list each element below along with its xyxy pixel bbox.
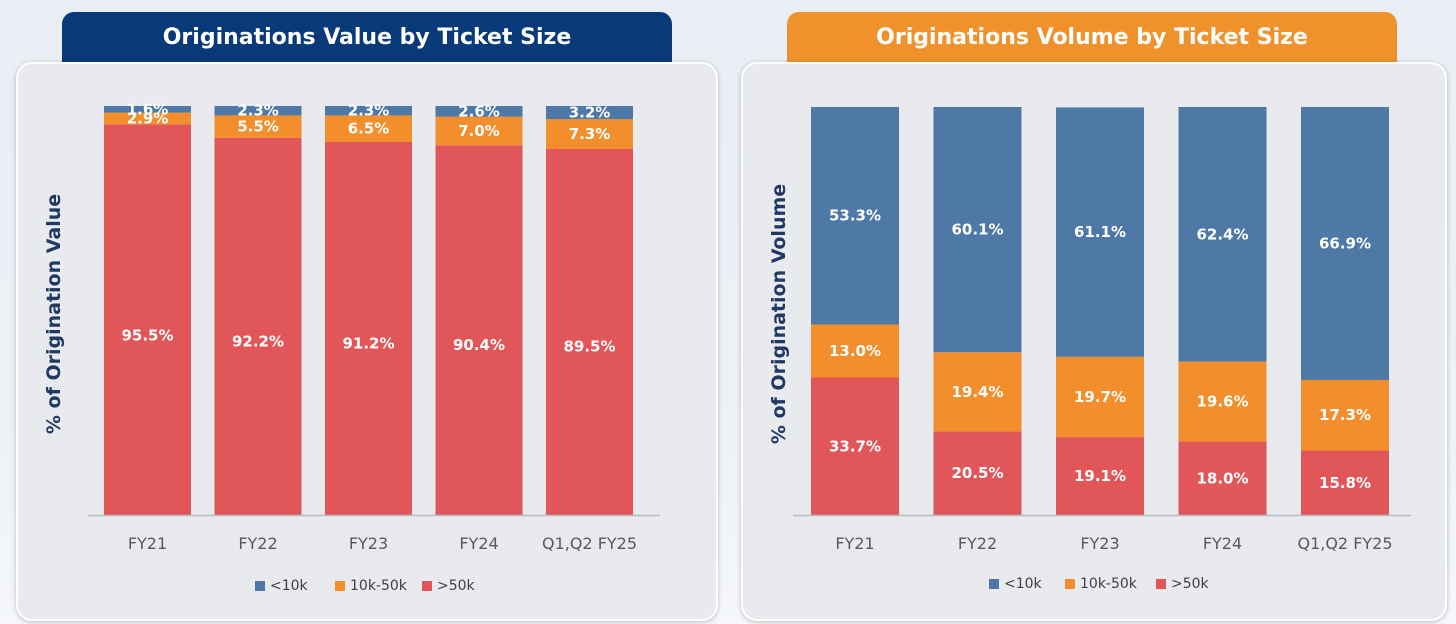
volume-data-label: 17.3%: [1319, 406, 1371, 424]
value-legend-swatch: [335, 581, 345, 591]
volume-legend-swatch: [989, 579, 999, 589]
volume-data-label: 19.4%: [951, 383, 1003, 401]
value-bar-10k-2: [325, 106, 412, 116]
value-chart-panel: 95.5% 2.9% 1.6% FY21 92.2% 5.5% 2.3% FY22 91.2% 6…: [16, 62, 718, 621]
volume-data-label: 19.1%: [1074, 467, 1126, 485]
value-data-label: 95.5%: [121, 326, 173, 344]
volume-x-tick-label: FY23: [1080, 534, 1119, 553]
value-bar-10k50k-2: [325, 115, 412, 142]
value-bar-50k-3: [435, 145, 523, 515]
value-chart-header: Originations Value by Ticket Size: [62, 12, 672, 62]
volume-bar-10k-4: [1301, 107, 1389, 380]
value-bar-50k-2: [325, 141, 412, 515]
value-bar-10k50k-1: [214, 115, 302, 138]
value-bar-10k50k-0: [104, 112, 191, 125]
volume-x-tick-label: FY22: [958, 534, 997, 553]
value-legend-swatch: [422, 581, 432, 591]
volume-legend-swatch: [1065, 579, 1075, 589]
volume-bar-10k50k-4: [1301, 379, 1389, 451]
value-bar-10k50k-3: [435, 116, 523, 146]
value-chart: 95.5%2.9%1.6%FY2192.2%5.5%2.3%FY2291.2%6…: [43, 100, 660, 594]
value-x-tick-label: FY24: [459, 534, 498, 553]
value-data-label: 7.0%: [458, 122, 500, 140]
value-bar-50k-0: [104, 124, 191, 515]
value-data-label: 2.6%: [458, 102, 500, 120]
volume-legend-swatch: [1156, 579, 1166, 589]
volume-bar-50k-0: [811, 377, 899, 515]
volume-data-label: 62.4%: [1196, 225, 1248, 243]
value-data-label: 3.2%: [569, 104, 611, 122]
volume-data-label: 66.9%: [1319, 234, 1371, 252]
value-data-label: 1.6%: [127, 100, 169, 118]
volume-x-tick-label: FY21: [835, 534, 874, 553]
volume-x-tick-label: FY24: [1203, 534, 1242, 553]
volume-data-label: 18.0%: [1196, 469, 1248, 487]
volume-chart-title: Originations Volume by Ticket Size: [876, 24, 1308, 50]
value-y-axis-label: % of Origination Value: [43, 194, 65, 434]
volume-y-axis-label: % of Origination Volume: [768, 184, 790, 444]
volume-legend-label: >50k: [1171, 576, 1210, 592]
value-data-label: 2.9%: [127, 109, 169, 127]
volume-bar-50k-4: [1301, 450, 1389, 515]
volume-data-label: 33.7%: [829, 437, 881, 455]
value-legend-swatch: [255, 581, 265, 591]
volume-chart-panel: 33.7% 13.0% 53.3% FY21 20.5% 19.4% 60.1% FY22 19…: [741, 62, 1447, 621]
volume-legend-label: 10k-50k: [1080, 576, 1138, 592]
volume-data-label: 53.3%: [829, 207, 881, 225]
value-x-tick-label: FY21: [128, 534, 167, 553]
volume-bar-10k-2: [1056, 107, 1144, 357]
volume-data-label: 60.1%: [951, 221, 1003, 239]
volume-bar-50k-3: [1178, 441, 1267, 515]
value-legend-label: >50k: [437, 578, 476, 594]
value-bar-10k50k-4: [546, 119, 633, 149]
volume-data-label: 20.5%: [951, 464, 1003, 482]
value-bar-50k-4: [546, 148, 633, 515]
volume-chart-header: Originations Volume by Ticket Size: [787, 12, 1397, 62]
value-bar-10k-1: [214, 106, 302, 116]
value-chart-title: Originations Value by Ticket Size: [162, 24, 572, 50]
value-data-label: 2.3%: [348, 102, 390, 120]
value-data-label: 89.5%: [563, 338, 615, 356]
value-x-tick-label: FY23: [349, 534, 388, 553]
value-bar-10k-4: [546, 106, 633, 120]
value-data-label: 6.5%: [348, 120, 390, 138]
value-bar-10k-0: [104, 106, 191, 113]
volume-bar-10k-0: [811, 107, 899, 325]
value-legend-label: <10k: [270, 578, 309, 594]
value-bar-10k-3: [435, 106, 523, 117]
value-data-label: 92.2%: [232, 333, 284, 351]
volume-bar-10k50k-0: [811, 324, 899, 378]
volume-bar-10k50k-1: [933, 352, 1022, 432]
value-data-label: 91.2%: [342, 334, 394, 352]
volume-x-tick-label: Q1,Q2 FY25: [1297, 534, 1392, 553]
value-x-tick-label: FY22: [238, 534, 277, 553]
volume-chart: 33.7% 13.0% 53.3% FY21 20.5% 19.4% 60.1% FY22 19…: [768, 107, 1411, 592]
volume-bar-10k-3: [1178, 107, 1267, 362]
volume-data-label: 13.0%: [829, 342, 881, 360]
volume-bar-10k50k-2: [1056, 356, 1144, 438]
value-data-label: 7.3%: [569, 125, 611, 143]
volume-data-label: 19.7%: [1074, 388, 1126, 406]
value-x-tick-label: Q1,Q2 FY25: [542, 534, 637, 553]
volume-data-label: 61.1%: [1074, 223, 1126, 241]
volume-legend-label: <10k: [1004, 576, 1043, 592]
volume-bar-50k-2: [1056, 437, 1144, 515]
volume-bar-10k50k-3: [1178, 361, 1267, 442]
value-data-label: 5.5%: [237, 118, 279, 136]
value-bar-50k-1: [214, 137, 302, 515]
volume-data-label: 19.6%: [1196, 393, 1248, 411]
volume-bar-50k-1: [933, 431, 1022, 515]
value-legend-label: 10k-50k: [350, 578, 408, 594]
volume-data-label: 15.8%: [1319, 474, 1371, 492]
value-data-label: 90.4%: [453, 336, 505, 354]
value-data-label: 2.3%: [237, 102, 279, 120]
volume-bar-10k-1: [933, 107, 1022, 353]
